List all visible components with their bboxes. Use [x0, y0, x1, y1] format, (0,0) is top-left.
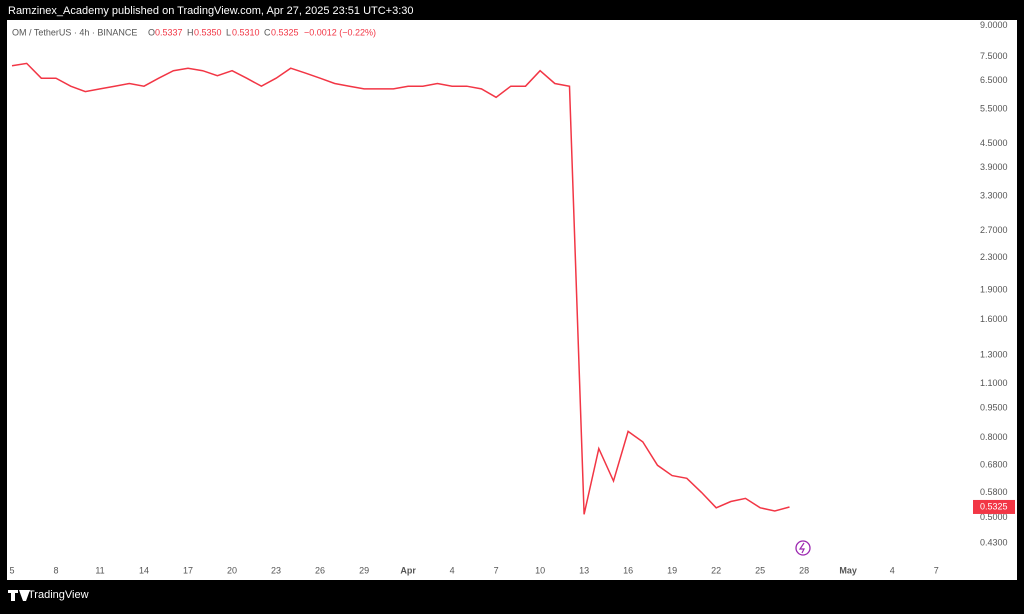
x-tick-label: 25 [755, 565, 765, 575]
last-price-label: 0.5325 [980, 501, 1008, 511]
x-tick-label: 7 [934, 565, 939, 575]
x-tick-label: 22 [711, 565, 721, 575]
x-tick-label: 20 [227, 565, 237, 575]
x-tick-label: 28 [799, 565, 809, 575]
x-tick-label: 13 [579, 565, 589, 575]
logo: TradingView [8, 589, 89, 601]
y-tick-label: 3.3000 [980, 191, 1008, 201]
alert-icon[interactable] [795, 540, 811, 556]
x-tick-label: 4 [450, 565, 455, 575]
x-tick-label: 5 [9, 565, 14, 575]
last-price-box [973, 499, 1015, 514]
open: 0.5337 [155, 27, 183, 37]
low: 0.5310 [232, 27, 260, 37]
price-line [11, 62, 790, 515]
x-tick-label: 19 [667, 565, 677, 575]
alert-bolt [798, 542, 805, 554]
x-tick-label: May [839, 565, 857, 575]
y-tick-label: 0.4300 [980, 538, 1008, 548]
x-tick-label: 7 [494, 565, 499, 575]
y-tick-label: 0.5000 [980, 512, 1008, 522]
chart-area [7, 20, 1017, 580]
close: 0.5325 [271, 27, 299, 37]
x-tick-label: 8 [54, 565, 59, 575]
x-tick-label: 23 [271, 565, 281, 575]
y-tick-label: 4.5000 [980, 138, 1008, 148]
x-tick-label: 17 [183, 565, 193, 575]
y-tick-label: 0.5800 [980, 487, 1008, 497]
y-tick-label: 0.8000 [980, 432, 1008, 442]
x-tick-label: 11 [95, 565, 104, 575]
y-tick-label: 9.0000 [980, 20, 1008, 30]
symbol: OM / TetherUS · 4h · BINANCE [12, 27, 137, 37]
x-tick-label: 4 [890, 565, 895, 575]
x-tick-label: 10 [535, 565, 545, 575]
h-label: H [187, 27, 194, 37]
x-tick-label: 16 [623, 565, 633, 575]
o-label: O [148, 27, 155, 37]
y-tick-label: 7.5000 [980, 51, 1008, 61]
y-tick-label: 1.6000 [980, 314, 1008, 324]
l-label: L [226, 27, 231, 37]
y-tick-label: 1.9000 [980, 285, 1008, 295]
legend: OM / TetherUS · 4h · BINANCE O 0.5337 H … [12, 27, 376, 37]
brand: TradingView [28, 589, 89, 601]
y-tick-label: 2.3000 [980, 252, 1008, 262]
y-tick-label: 0.6800 [980, 460, 1008, 470]
y-tick-label: 2.7000 [980, 225, 1008, 235]
logo-mark [8, 590, 30, 601]
y-tick-label: 5.5000 [980, 104, 1008, 114]
x-tick-label: Apr [400, 565, 416, 575]
publisher: Ramzinex_Academy published on TradingVie… [8, 5, 414, 17]
y-tick-label: 0.9500 [980, 403, 1008, 413]
c-label: C [264, 27, 271, 37]
change: −0.0012 (−0.22%) [304, 27, 376, 37]
x-tick-label: 29 [359, 565, 369, 575]
y-tick-label: 6.5000 [980, 75, 1008, 85]
y-tick-label: 3.9000 [980, 162, 1008, 172]
y-tick-label: 1.3000 [980, 349, 1008, 359]
x-tick-label: 14 [139, 565, 149, 575]
high: 0.5350 [194, 27, 222, 37]
x-tick-label: 26 [315, 565, 325, 575]
y-tick-label: 1.1000 [980, 378, 1008, 388]
